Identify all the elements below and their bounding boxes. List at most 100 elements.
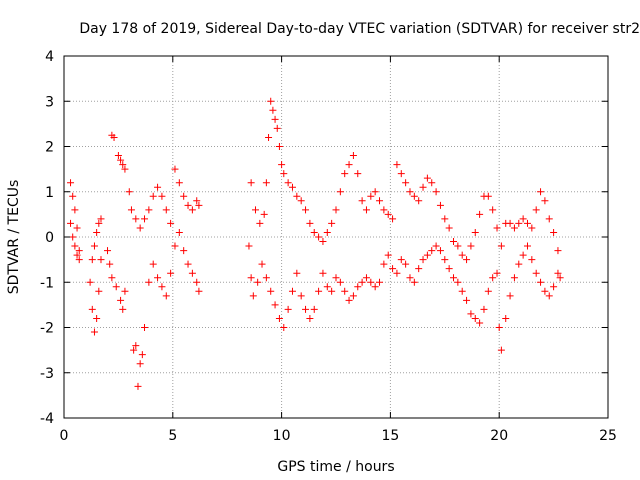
data-point: [423, 174, 431, 182]
data-point: [389, 215, 397, 223]
data-point: [121, 165, 129, 173]
data-point: [95, 219, 103, 227]
data-point: [432, 242, 440, 250]
data-point: [136, 224, 144, 232]
data-point: [184, 201, 192, 209]
data-point: [415, 265, 423, 273]
data-point: [550, 228, 558, 236]
data-point: [445, 224, 453, 232]
data-point: [341, 170, 349, 178]
data-point: [130, 346, 138, 354]
chart-title: Day 178 of 2019, Sidereal Day-to-day VTE…: [79, 21, 640, 37]
y-tick-label: 4: [45, 49, 54, 65]
data-point: [371, 283, 379, 291]
data-point: [454, 242, 462, 250]
data-point: [554, 247, 562, 255]
data-point: [104, 247, 112, 255]
data-point: [489, 274, 497, 282]
data-point: [554, 269, 562, 277]
data-point: [556, 274, 564, 282]
data-point: [419, 183, 427, 191]
data-point: [280, 324, 288, 331]
data-point: [476, 210, 484, 218]
data-point: [73, 224, 81, 232]
y-tick-label: 1: [45, 185, 54, 201]
data-point: [423, 251, 431, 259]
y-tick-label: 2: [45, 140, 54, 156]
data-point: [162, 206, 170, 214]
data-point: [262, 274, 270, 282]
data-point: [332, 206, 340, 214]
data-point: [119, 305, 127, 313]
data-point: [71, 206, 79, 214]
data-point: [345, 296, 353, 304]
data-point: [493, 224, 501, 232]
data-point: [367, 278, 375, 286]
data-point: [110, 133, 118, 141]
data-point: [345, 161, 353, 169]
data-point: [254, 278, 262, 286]
data-point: [149, 192, 157, 200]
data-point: [389, 265, 397, 273]
data-point: [441, 215, 449, 223]
data-point: [354, 283, 362, 291]
data-point: [510, 274, 518, 282]
data-point: [171, 165, 179, 173]
y-tick-label: -4: [40, 411, 54, 427]
y-tick-label: 3: [45, 94, 54, 110]
data-point: [88, 256, 96, 264]
data-point: [293, 192, 301, 200]
data-point: [273, 124, 281, 132]
data-point: [141, 215, 149, 223]
data-point: [180, 192, 188, 200]
x-tick-label: 10: [273, 428, 291, 444]
data-point: [402, 260, 410, 268]
data-point: [428, 179, 436, 187]
data-point: [90, 328, 98, 336]
data-point: [112, 283, 120, 291]
data-point: [262, 179, 270, 187]
x-tick-label: 15: [381, 428, 399, 444]
data-point: [310, 305, 318, 313]
data-point: [450, 238, 458, 246]
data-point: [117, 296, 125, 304]
data-point: [484, 287, 492, 295]
data-point: [432, 188, 440, 196]
data-point: [454, 278, 462, 286]
data-point: [380, 206, 388, 214]
data-point: [336, 188, 344, 196]
data-point: [302, 305, 310, 313]
data-point: [75, 256, 83, 264]
data-point: [523, 219, 531, 227]
data-point: [550, 283, 558, 291]
data-point: [265, 133, 273, 141]
data-point: [119, 161, 127, 169]
data-point: [67, 179, 75, 187]
data-point: [280, 170, 288, 178]
data-point: [271, 301, 279, 309]
data-point: [297, 292, 305, 300]
data-point: [545, 215, 553, 223]
data-point: [297, 197, 305, 205]
data-point: [106, 260, 114, 268]
data-point: [463, 296, 471, 304]
data-point: [97, 215, 105, 223]
x-tick-label: 25: [599, 428, 617, 444]
data-point: [436, 247, 444, 255]
data-point: [278, 161, 286, 169]
data-point: [471, 314, 479, 322]
data-point: [393, 269, 401, 277]
data-point: [288, 183, 296, 191]
data-point: [158, 192, 166, 200]
data-point: [532, 206, 540, 214]
data-point: [288, 287, 296, 295]
y-tick-label: -2: [40, 321, 54, 337]
data-point: [528, 224, 536, 232]
data-point: [458, 287, 466, 295]
data-point: [523, 242, 531, 250]
data-point: [480, 305, 488, 313]
data-point: [267, 97, 275, 105]
data-point: [376, 197, 384, 205]
x-tick-label: 0: [60, 428, 69, 444]
data-point: [497, 242, 505, 250]
